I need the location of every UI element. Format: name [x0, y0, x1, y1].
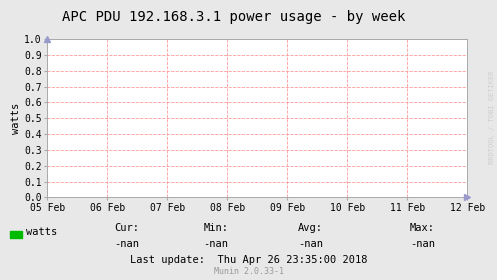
Text: watts: watts [26, 227, 58, 237]
Y-axis label: watts: watts [11, 103, 21, 134]
Text: -nan: -nan [410, 239, 435, 249]
Text: -nan: -nan [298, 239, 323, 249]
Text: RRDTOOL / TOBI OETIKER: RRDTOOL / TOBI OETIKER [489, 71, 495, 164]
Text: APC PDU 192.168.3.1 power usage - by week: APC PDU 192.168.3.1 power usage - by wee… [62, 10, 405, 24]
Text: Max:: Max: [410, 223, 435, 233]
Text: Min:: Min: [204, 223, 229, 233]
Text: -nan: -nan [204, 239, 229, 249]
Text: Avg:: Avg: [298, 223, 323, 233]
Text: Cur:: Cur: [114, 223, 139, 233]
Text: Munin 2.0.33-1: Munin 2.0.33-1 [214, 267, 283, 276]
Text: -nan: -nan [114, 239, 139, 249]
Text: Last update:  Thu Apr 26 23:35:00 2018: Last update: Thu Apr 26 23:35:00 2018 [130, 255, 367, 265]
